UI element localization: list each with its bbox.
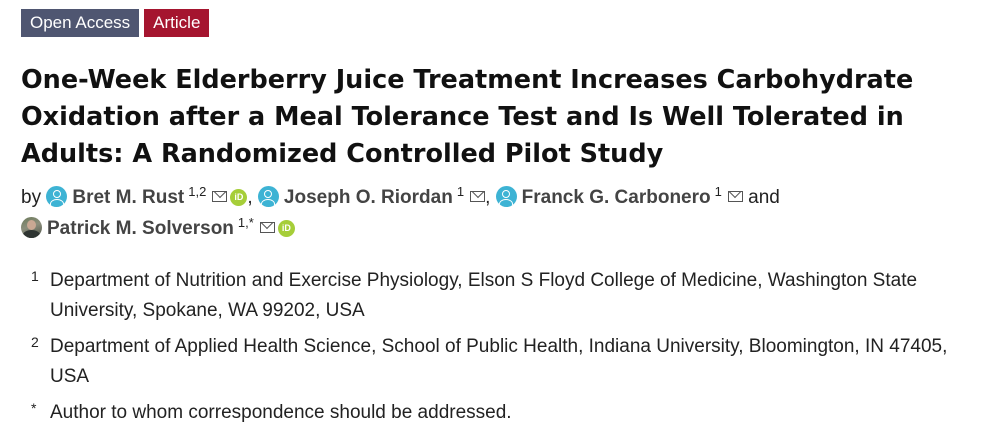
author-name-link[interactable]: Patrick M. Solverson xyxy=(47,218,234,239)
mail-icon[interactable] xyxy=(212,191,228,202)
author-riordan: Joseph O. Riordan 1, xyxy=(257,184,496,208)
affiliation-text: Author to whom correspondence should be … xyxy=(50,402,512,423)
person-icon xyxy=(257,186,279,207)
author-separator: , xyxy=(247,187,253,208)
author-affiliation-sup: 1,* xyxy=(237,215,254,230)
author-solverson: Patrick M. Solverson 1,* iD xyxy=(21,215,295,239)
affiliation-number: 1 xyxy=(31,268,39,284)
affiliation-text: Department of Nutrition and Exercise Phy… xyxy=(50,270,918,321)
person-icon xyxy=(46,186,68,207)
author-line: Patrick M. Solverson 1,* iD xyxy=(21,214,971,245)
article-title-line: Oxidation after a Meal Tolerance Test an… xyxy=(21,102,904,132)
mail-icon[interactable] xyxy=(259,222,275,233)
author-affiliation-sup: 1,2 xyxy=(188,184,207,199)
badge-row: Open Access Article xyxy=(21,9,210,37)
author-list: by Bret M. Rust 1,2 iD, Joseph O. Riordan 1… xyxy=(21,183,971,245)
article-title: One-Week Elderberry Juice Treatment Incr… xyxy=(21,62,971,173)
mail-icon[interactable] xyxy=(470,191,486,202)
author-rust: Bret M. Rust 1,2 iD, xyxy=(46,184,258,208)
author-name-link[interactable]: Joseph O. Riordan xyxy=(283,187,453,208)
orcid-icon[interactable]: iD xyxy=(230,189,248,206)
author-separator: , xyxy=(485,187,491,208)
orcid-icon[interactable]: iD xyxy=(277,220,295,237)
article-title-line: One-Week Elderberry Juice Treatment Incr… xyxy=(21,65,914,95)
author-affiliation-sup: 1 xyxy=(714,184,722,199)
author-line: by Bret M. Rust 1,2 iD, Joseph O. Riordan 1… xyxy=(21,183,971,214)
by-label: by xyxy=(21,187,42,208)
person-icon xyxy=(495,186,517,207)
author-name-link[interactable]: Franck G. Carbonero xyxy=(521,187,711,208)
article-title-line: Adults: A Randomized Controlled Pilot St… xyxy=(21,139,664,169)
affiliation-number: * xyxy=(31,400,37,416)
affiliation-text: Department of Applied Health Science, Sc… xyxy=(50,336,948,387)
affiliation-item: 1 Department of Nutrition and Exercise P… xyxy=(31,266,971,326)
and-label: and xyxy=(748,187,780,208)
open-access-badge[interactable]: Open Access xyxy=(21,9,140,37)
author-photo-avatar xyxy=(21,217,42,238)
article-type-badge: Article xyxy=(144,9,210,37)
mail-icon[interactable] xyxy=(727,191,743,202)
author-carbonero: Franck G. Carbonero 1 xyxy=(495,184,749,208)
affiliation-item: 2 Department of Applied Health Science, … xyxy=(31,332,971,392)
affiliation-item: * Author to whom correspondence should b… xyxy=(31,398,971,428)
author-affiliation-sup: 1 xyxy=(456,184,465,199)
affiliation-number: 2 xyxy=(31,334,39,350)
author-name-link[interactable]: Bret M. Rust xyxy=(72,187,185,208)
affiliation-list: 1 Department of Nutrition and Exercise P… xyxy=(31,266,971,434)
